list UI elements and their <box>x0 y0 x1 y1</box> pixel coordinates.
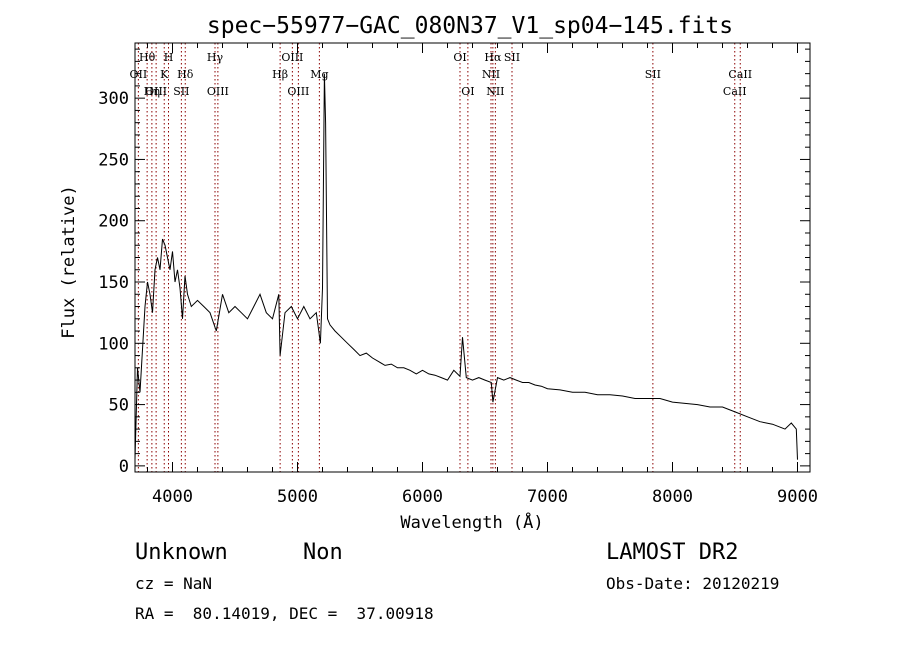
line-label: Hα <box>484 51 502 64</box>
line-label: NII <box>486 85 504 98</box>
line-label: Hγ <box>207 51 224 64</box>
x-tick-label: 9000 <box>777 487 818 507</box>
line-label: OI <box>461 85 474 98</box>
y-tick-label: 300 <box>98 89 129 109</box>
coordinates: RA = 80.14019, DEC = 37.00918 <box>135 604 434 623</box>
y-tick-label: 200 <box>98 212 129 232</box>
line-label: SII <box>645 68 661 81</box>
x-tick-label: 4000 <box>152 487 193 507</box>
object-subclass: Non <box>303 540 343 565</box>
line-label: CaII <box>728 68 752 81</box>
line-label: CaII <box>723 85 747 98</box>
line-label: Hδ <box>177 68 194 81</box>
line-label: Hη <box>144 85 160 98</box>
x-tick-label: 8000 <box>652 487 693 507</box>
y-tick-label: 250 <box>98 150 129 170</box>
y-tick-label: 50 <box>109 396 129 416</box>
line-label: Hβ <box>272 68 288 81</box>
y-tick-label: 0 <box>119 457 129 477</box>
line-label: OIII <box>145 85 167 98</box>
survey-name: LAMOST DR2 <box>606 540 738 565</box>
redshift-cz: cz = NaN <box>135 574 212 593</box>
emission-line-markers <box>137 43 741 472</box>
line-label: Mg <box>310 68 328 81</box>
line-label: OI <box>453 51 466 64</box>
x-axis-label: Wavelength (Å) <box>400 511 543 533</box>
plot-frame <box>134 42 811 473</box>
line-label: OIII <box>207 85 229 98</box>
line-label: OII <box>130 68 148 81</box>
chart-title: spec−55977−GAC_080N37_V1_sp04−145.fits <box>207 13 733 39</box>
line-label: Hθ <box>139 51 156 64</box>
x-axis: 4000 5000 6000 7000 8000 9000 <box>147 43 818 507</box>
object-class: Unknown <box>135 540 228 565</box>
line-label: OIII <box>287 85 309 98</box>
x-tick-label: 6000 <box>402 487 443 507</box>
line-label: SII <box>504 51 520 64</box>
spectrum-line <box>134 73 798 460</box>
y-tick-label: 150 <box>98 273 129 293</box>
line-label: K <box>160 68 169 81</box>
y-axis: 0 50 100 150 200 250 300 <box>98 48 810 477</box>
x-tick-label: 7000 <box>527 487 568 507</box>
y-tick-label: 100 <box>98 334 129 354</box>
obs-date: Obs-Date: 20120219 <box>606 574 779 593</box>
x-tick-label: 5000 <box>277 487 318 507</box>
line-label: NII <box>482 68 500 81</box>
line-label: OIII <box>281 51 303 64</box>
y-axis-label: Flux (relative) <box>59 185 79 339</box>
line-label: H <box>164 51 174 64</box>
line-label: SII <box>173 85 189 98</box>
